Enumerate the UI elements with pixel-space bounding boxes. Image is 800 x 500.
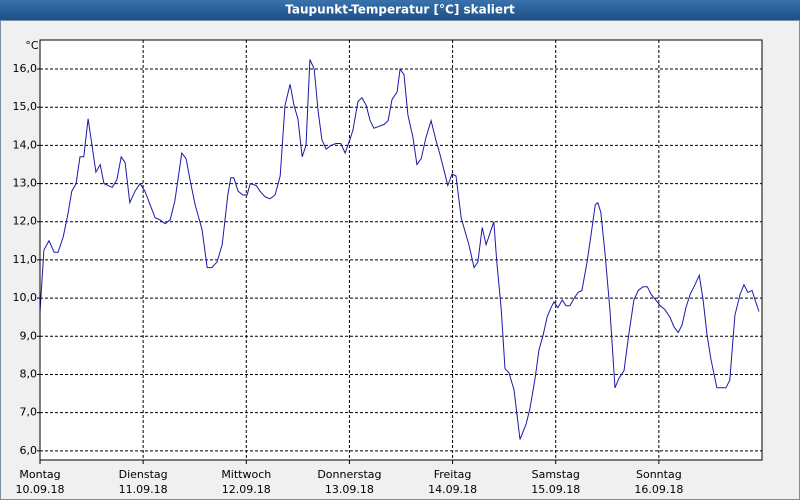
x-tick-date: 12.09.18 [222,483,271,496]
x-tick-label: Samstag [532,468,580,481]
x-tick-date: 16.09.18 [634,483,683,496]
y-tick-label: 6,0 [20,444,38,457]
x-tick-label: Dienstag [119,468,168,481]
y-tick-label: 13,0 [13,177,38,190]
y-tick-label: 8,0 [20,367,38,380]
x-tick-date: 15.09.18 [531,483,580,496]
y-tick-label: 16,0 [13,62,38,75]
x-tick-date: 10.09.18 [16,483,65,496]
plot-border [39,39,763,461]
title-bar [0,0,800,20]
x-tick-label: Freitag [434,468,472,481]
y-tick-label: 15,0 [13,100,38,113]
y-tick-label: 14,0 [13,138,38,151]
x-tick-date: 13.09.18 [325,483,374,496]
y-tick-label: 11,0 [13,253,38,266]
x-tick-date: 11.09.18 [119,483,168,496]
y-tick-label: 7,0 [20,406,38,419]
y-tick-label: 12,0 [13,215,38,228]
x-tick-label: Donnerstag [317,468,381,481]
x-tick-label: Montag [19,468,60,481]
x-tick-date: 14.09.18 [428,483,477,496]
y-tick-label: 9,0 [20,329,38,342]
plot-area [40,40,762,460]
x-tick-label: Sonntag [636,468,682,481]
y-tick-label: 10,0 [13,291,38,304]
y-unit-label: °C [25,39,39,52]
data-line [39,59,760,440]
x-tick-label: Mittwoch [221,468,271,481]
chart-title: Taupunkt-Temperatur [°C] skaliert [285,3,515,17]
